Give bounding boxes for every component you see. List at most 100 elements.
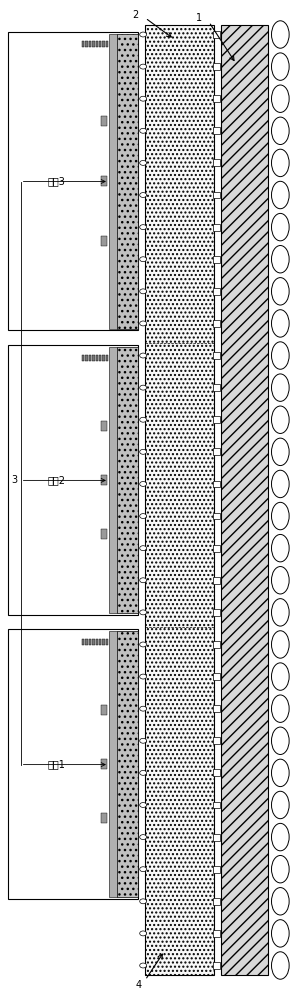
Ellipse shape <box>140 835 147 840</box>
Ellipse shape <box>271 631 289 658</box>
Ellipse shape <box>271 278 289 305</box>
Bar <box>103 355 105 361</box>
Bar <box>85 355 88 361</box>
Bar <box>106 355 108 361</box>
Bar <box>213 448 220 455</box>
Bar <box>96 639 98 645</box>
Bar <box>89 639 91 645</box>
Bar <box>109 347 117 613</box>
Bar <box>92 639 94 645</box>
Ellipse shape <box>140 193 147 197</box>
Bar <box>117 631 138 897</box>
Bar <box>213 769 220 776</box>
Ellipse shape <box>140 514 147 519</box>
Ellipse shape <box>271 759 289 787</box>
Text: 裸煇1: 裸煇1 <box>48 760 66 770</box>
Ellipse shape <box>271 213 289 241</box>
Ellipse shape <box>140 289 147 294</box>
Bar <box>106 41 108 47</box>
Bar <box>213 63 220 70</box>
Bar <box>145 25 214 975</box>
Ellipse shape <box>271 502 289 530</box>
Bar <box>213 705 220 712</box>
Bar <box>96 355 98 361</box>
Bar <box>89 41 91 47</box>
Bar <box>99 41 101 47</box>
Bar <box>213 288 220 295</box>
Bar <box>8 32 138 330</box>
Bar <box>213 31 220 38</box>
Text: 3: 3 <box>11 475 17 485</box>
Text: 1: 1 <box>196 13 202 23</box>
Ellipse shape <box>271 342 289 369</box>
Bar <box>101 759 107 769</box>
Bar <box>213 159 220 166</box>
Ellipse shape <box>140 899 147 904</box>
Ellipse shape <box>140 449 147 454</box>
Ellipse shape <box>140 770 147 775</box>
Bar <box>101 116 107 126</box>
Bar <box>8 345 138 615</box>
Text: 裸煇2: 裸煇2 <box>48 475 66 485</box>
Bar <box>109 631 117 897</box>
Bar <box>82 639 84 645</box>
Ellipse shape <box>271 695 289 722</box>
Bar <box>92 355 94 361</box>
Ellipse shape <box>140 225 147 230</box>
Ellipse shape <box>271 727 289 754</box>
Bar <box>117 34 138 328</box>
Bar <box>221 25 268 975</box>
Ellipse shape <box>271 149 289 177</box>
Bar <box>213 673 220 680</box>
Bar <box>213 737 220 744</box>
Ellipse shape <box>271 534 289 562</box>
Ellipse shape <box>271 791 289 819</box>
Ellipse shape <box>271 310 289 337</box>
Bar <box>213 192 220 198</box>
Ellipse shape <box>271 406 289 433</box>
Bar <box>213 866 220 873</box>
Ellipse shape <box>140 642 147 647</box>
Ellipse shape <box>140 32 147 37</box>
Bar <box>213 930 220 937</box>
Ellipse shape <box>140 803 147 807</box>
Ellipse shape <box>271 567 289 594</box>
Bar <box>213 834 220 841</box>
Bar <box>101 529 107 539</box>
Ellipse shape <box>140 64 147 69</box>
Ellipse shape <box>271 599 289 626</box>
Bar <box>103 639 105 645</box>
Bar <box>101 813 107 823</box>
Ellipse shape <box>140 546 147 551</box>
Bar <box>99 355 101 361</box>
Ellipse shape <box>271 181 289 209</box>
Bar <box>85 41 88 47</box>
Ellipse shape <box>271 823 289 851</box>
Bar <box>101 705 107 715</box>
Bar <box>213 962 220 969</box>
Ellipse shape <box>271 470 289 498</box>
Bar <box>213 256 220 263</box>
Bar <box>96 41 98 47</box>
Bar <box>213 609 220 616</box>
Bar <box>213 320 220 327</box>
Ellipse shape <box>140 706 147 711</box>
Bar <box>213 127 220 134</box>
Ellipse shape <box>271 438 289 466</box>
Bar <box>92 41 94 47</box>
Ellipse shape <box>271 53 289 80</box>
Ellipse shape <box>140 867 147 872</box>
Bar <box>213 416 220 423</box>
Bar <box>117 347 138 613</box>
Bar <box>213 577 220 584</box>
Bar <box>213 545 220 552</box>
Ellipse shape <box>271 920 289 947</box>
Bar <box>82 355 84 361</box>
Bar <box>213 224 220 231</box>
Ellipse shape <box>271 888 289 915</box>
Ellipse shape <box>271 374 289 401</box>
Bar <box>213 513 220 519</box>
Bar <box>213 802 220 808</box>
Ellipse shape <box>140 257 147 262</box>
Bar <box>106 639 108 645</box>
